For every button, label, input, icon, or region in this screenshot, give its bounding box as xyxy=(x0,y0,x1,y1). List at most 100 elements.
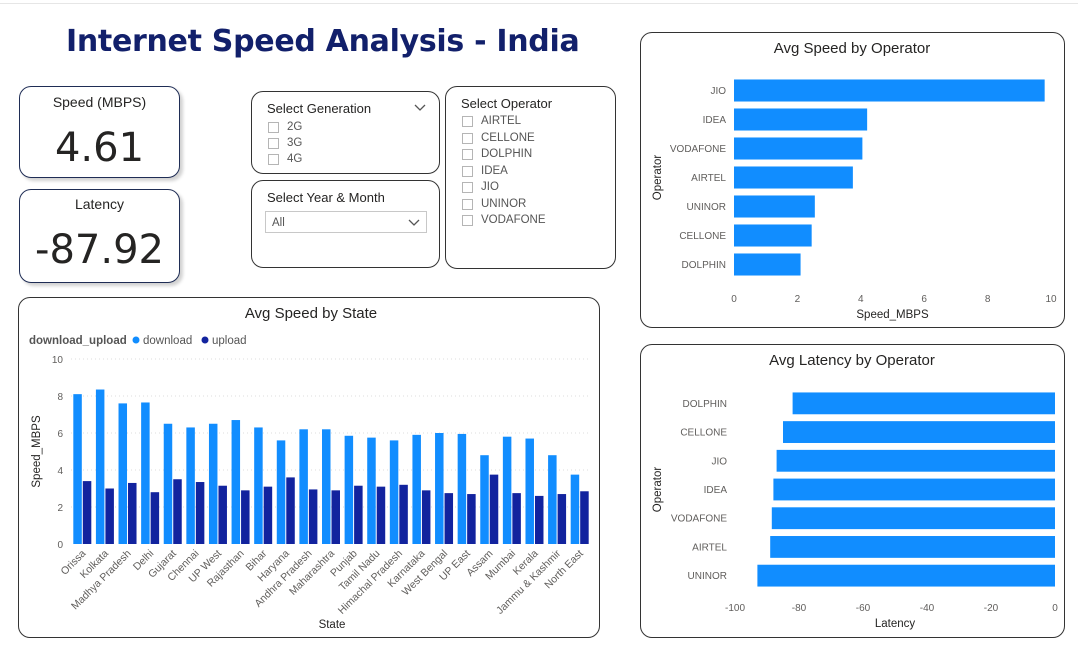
generation-option[interactable]: 2G xyxy=(268,121,302,133)
y-axis-title: Operator xyxy=(652,467,664,513)
checkbox[interactable] xyxy=(462,181,473,193)
speed-kpi-card: Speed (MBPS) 4.61 xyxy=(19,86,180,178)
x-tick-label: -100 xyxy=(725,603,745,614)
speed-kpi-value: 4.61 xyxy=(54,125,145,171)
x-tick-label: -40 xyxy=(920,603,935,614)
x-axis-title: Speed_MBPS xyxy=(856,309,929,321)
legend-marker-download xyxy=(132,336,140,344)
bar-upload xyxy=(534,495,544,544)
y-tick-label: 8 xyxy=(57,392,63,403)
y-tick-label: UNINOR xyxy=(687,202,726,213)
bar-download xyxy=(73,394,82,544)
checkbox[interactable] xyxy=(462,198,473,210)
checkbox[interactable] xyxy=(462,165,473,177)
bar-download xyxy=(254,427,263,544)
x-tick-label: -80 xyxy=(792,603,807,614)
legend-label-upload: upload xyxy=(212,335,247,347)
bar-download xyxy=(186,427,195,544)
operator-option[interactable]: IDEA xyxy=(462,165,508,177)
x-tick-label: 0 xyxy=(731,294,737,305)
bar xyxy=(734,108,868,131)
chevron-down-icon[interactable] xyxy=(414,104,426,112)
year-month-dropdown-value: All xyxy=(272,217,285,229)
operator-option-label: IDEA xyxy=(481,165,508,177)
y-tick-label: CELLONE xyxy=(679,231,726,242)
operator-option-label: JIO xyxy=(481,181,499,193)
bar xyxy=(734,137,863,160)
chart-title: Avg Speed by State xyxy=(245,305,377,322)
legend-marker-upload xyxy=(201,336,209,344)
operator-option[interactable]: CELLONE xyxy=(462,132,535,144)
legend-title: download_upload xyxy=(29,335,127,347)
bar-upload xyxy=(467,494,476,544)
bar-upload xyxy=(308,489,318,544)
y-tick-label: DOLPHIN xyxy=(682,260,726,271)
checkbox[interactable] xyxy=(268,153,279,165)
y-tick-label: VODAFONE xyxy=(670,144,726,155)
bar-upload xyxy=(150,492,160,544)
checkbox[interactable] xyxy=(462,132,473,144)
year-month-dropdown[interactable]: All xyxy=(265,211,427,233)
operator-option-label: AIRTEL xyxy=(481,115,522,127)
x-tick-label: 0 xyxy=(1052,603,1058,614)
operator-option[interactable]: VODAFONE xyxy=(462,214,546,226)
bar-upload xyxy=(354,485,363,544)
operator-latency-chart-panel: Avg Latency by Operator -100 -80 -60 -40 -20 0… xyxy=(640,344,1065,638)
bar xyxy=(783,421,1055,443)
bar-upload xyxy=(128,482,137,544)
bar-upload xyxy=(557,494,567,544)
bar-download xyxy=(118,403,128,544)
generation-option[interactable]: 4G xyxy=(268,153,302,165)
generation-option[interactable]: 3G xyxy=(268,137,302,149)
y-tick-label: 0 xyxy=(57,540,63,551)
bar-upload xyxy=(286,477,295,544)
bar-download xyxy=(367,437,376,544)
bar-download xyxy=(322,429,331,544)
checkbox[interactable] xyxy=(462,115,473,127)
chart-title: Avg Latency by Operator xyxy=(769,352,935,369)
bar-upload xyxy=(263,486,273,544)
bar-upload xyxy=(82,481,92,544)
bar-upload xyxy=(218,485,227,544)
y-axis-title: Operator xyxy=(652,155,664,201)
chevron-down-icon xyxy=(408,219,420,226)
checkbox[interactable] xyxy=(462,214,473,226)
y-tick-label: CELLONE xyxy=(680,428,727,439)
operator-slicer-title: Select Operator xyxy=(461,96,553,111)
y-tick-label: 10 xyxy=(52,355,64,366)
checkbox[interactable] xyxy=(268,121,279,133)
bar xyxy=(757,564,1055,587)
bar-upload xyxy=(105,488,114,544)
latency-kpi-card: Latency -87.92 xyxy=(19,189,180,283)
x-tick-label: 10 xyxy=(1045,294,1057,305)
y-tick-label: UNINOR xyxy=(688,571,727,582)
bar-upload xyxy=(489,474,499,544)
bar xyxy=(770,536,1055,558)
chart-title: Avg Speed by Operator xyxy=(774,40,931,57)
checkbox[interactable] xyxy=(268,137,279,149)
bar-download xyxy=(548,455,557,544)
checkbox[interactable] xyxy=(462,148,473,160)
operator-option[interactable]: DOLPHIN xyxy=(462,148,532,160)
operator-option[interactable]: JIO xyxy=(462,181,499,193)
state-speed-chart: Avg Speed by State download_upload downloa… xyxy=(29,305,591,631)
operator-option-label: UNINOR xyxy=(481,198,527,210)
operator-option[interactable]: UNINOR xyxy=(462,198,526,210)
y-tick-label: AIRTEL xyxy=(692,542,727,553)
x-axis-title: Latency xyxy=(875,618,916,630)
operator-option[interactable]: AIRTEL xyxy=(462,115,521,127)
y-tick-label: DOLPHIN xyxy=(683,399,727,410)
bar xyxy=(734,195,815,218)
operator-latency-chart: Avg Latency by Operator -100 -80 -60 -40 -20 0… xyxy=(652,352,1058,630)
generation-slicer: Select Generation 2G 3G 4G xyxy=(251,91,440,174)
bar-download xyxy=(208,423,218,544)
bar xyxy=(734,253,801,276)
bar-download xyxy=(389,440,399,544)
bar-upload xyxy=(580,491,589,544)
bar-download xyxy=(457,433,467,544)
bar-upload xyxy=(421,490,431,544)
bar-upload xyxy=(376,486,386,544)
bar xyxy=(734,224,812,247)
y-axis-title: Speed_MBPS xyxy=(31,415,43,488)
bar-download xyxy=(502,436,512,544)
